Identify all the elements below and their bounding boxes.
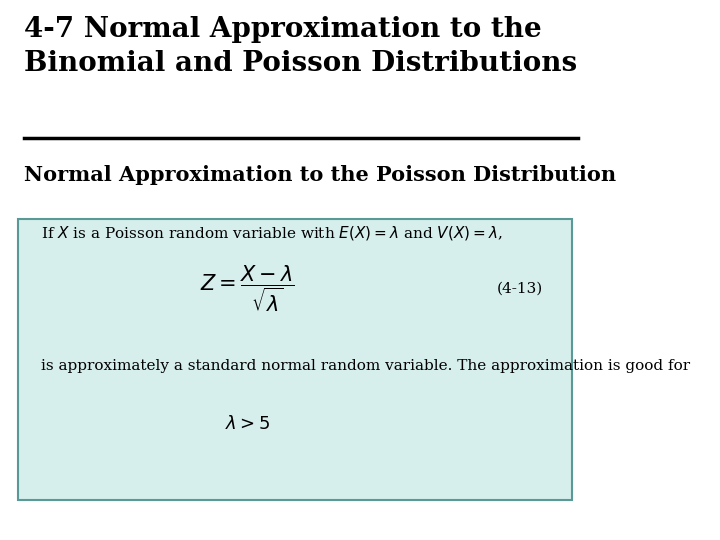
FancyBboxPatch shape bbox=[18, 219, 572, 500]
Text: (4-13): (4-13) bbox=[496, 282, 543, 296]
Text: $Z = \dfrac{X - \lambda}{\sqrt{\lambda}}$: $Z = \dfrac{X - \lambda}{\sqrt{\lambda}}… bbox=[200, 264, 295, 314]
Text: $\lambda > 5$: $\lambda > 5$ bbox=[225, 415, 271, 433]
Text: 4-7 Normal Approximation to the
Binomial and Poisson Distributions: 4-7 Normal Approximation to the Binomial… bbox=[24, 16, 577, 77]
Text: If $X$ is a Poisson random variable with $E(X) = \lambda$ and $V(X) = \lambda$,: If $X$ is a Poisson random variable with… bbox=[41, 224, 503, 242]
Text: Normal Approximation to the Poisson Distribution: Normal Approximation to the Poisson Dist… bbox=[24, 165, 616, 185]
Text: is approximately a standard normal random variable. The approximation is good fo: is approximately a standard normal rando… bbox=[41, 359, 690, 373]
